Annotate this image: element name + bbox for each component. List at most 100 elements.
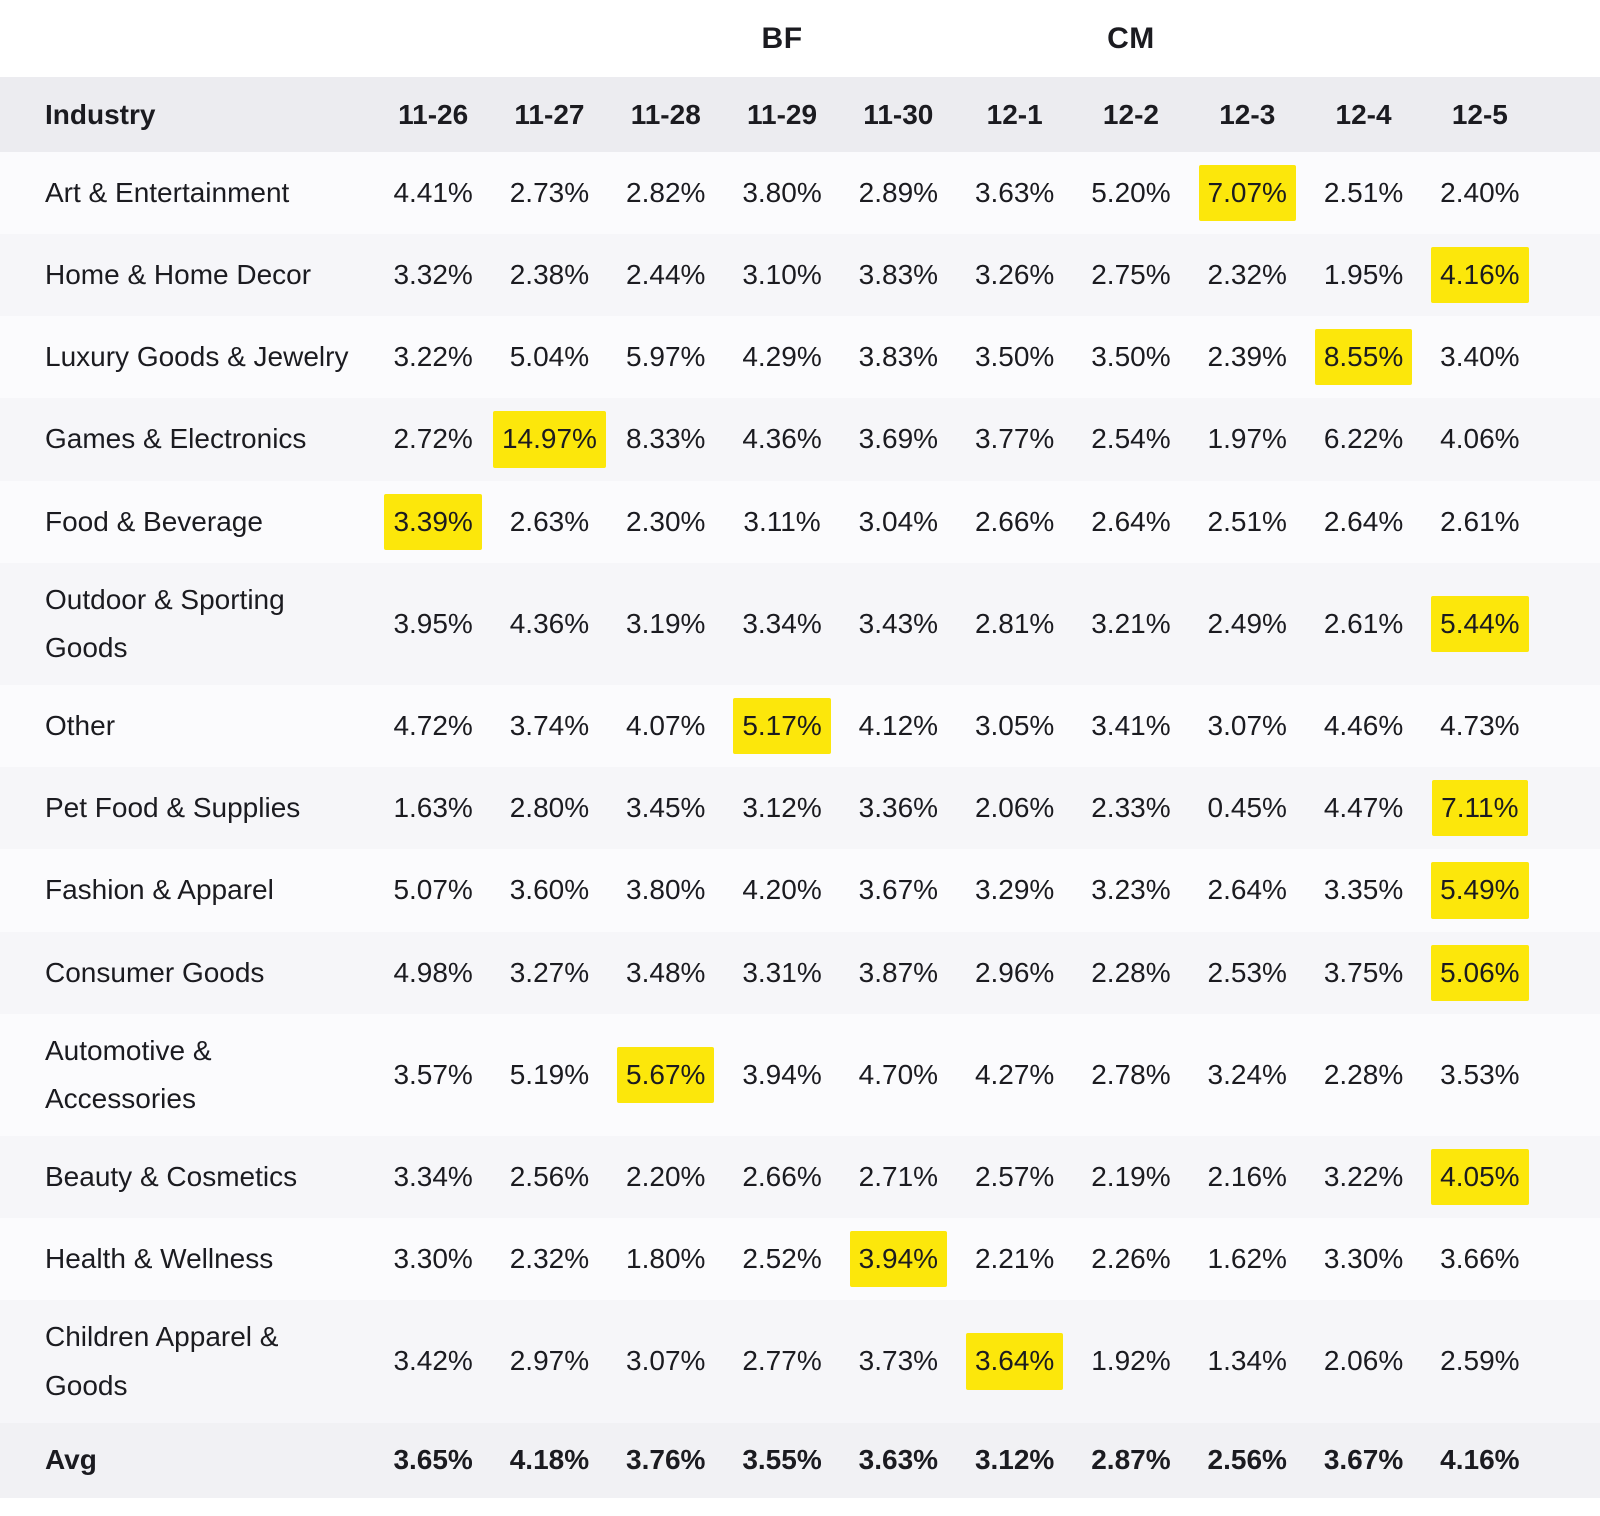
table-row: Fashion & Apparel 5.07% 3.60% 3.80% 4.20% 3.6… xyxy=(0,849,1600,932)
value-cell: 3.48% xyxy=(608,949,724,997)
value-text: 3.12% xyxy=(742,792,822,824)
value-cell: 1.62% xyxy=(1189,1235,1305,1283)
value-text: 4.20% xyxy=(742,874,822,906)
value-cell: 2.61% xyxy=(1305,600,1421,648)
value-text: 3.07% xyxy=(1207,710,1287,742)
value-cell: 2.32% xyxy=(491,1235,607,1283)
industry-cell: Luxury Goods & Jewelry xyxy=(45,341,349,373)
value-text: 3.43% xyxy=(858,607,939,639)
value-text: 3.35% xyxy=(1323,874,1404,906)
value-cell: 2.66% xyxy=(724,1153,840,1201)
value-text: 3.75% xyxy=(1323,956,1404,988)
value-text: 3.53% xyxy=(1440,1058,1520,1090)
highlighted-value: 5.17% xyxy=(733,698,831,755)
value-text: 4.70% xyxy=(858,1058,939,1090)
value-cell: 2.38% xyxy=(491,251,607,299)
value-text: 3.48% xyxy=(626,956,706,988)
value-text: 2.77% xyxy=(742,1345,822,1377)
value-text: 4.12% xyxy=(858,710,939,742)
highlighted-value: 7.07% xyxy=(1198,165,1296,222)
avg-value-cell: 3.63% xyxy=(858,1444,939,1476)
value-cell: 3.83% xyxy=(840,333,956,381)
value-cell: 3.57% xyxy=(375,1051,491,1099)
value-cell: 2.06% xyxy=(1305,1337,1421,1385)
value-text: 2.51% xyxy=(1207,505,1287,537)
date-column-header: 12-5 xyxy=(1451,98,1508,130)
value-text: 2.80% xyxy=(509,792,590,824)
value-cell: 8.33% xyxy=(608,415,724,463)
value-cell: 3.19% xyxy=(608,600,724,648)
table-row: Children Apparel & Goods 3.42% 2.97% 3.07% 2… xyxy=(0,1300,1600,1423)
value-cell: 3.50% xyxy=(1073,333,1189,381)
value-text: 1.34% xyxy=(1207,1345,1287,1377)
value-cell: 3.73% xyxy=(840,1337,956,1385)
value-cell: 4.16% xyxy=(1422,247,1538,304)
value-cell: 2.19% xyxy=(1073,1153,1189,1201)
value-text: 2.54% xyxy=(1091,423,1171,455)
value-text: 2.59% xyxy=(1440,1345,1520,1377)
value-text: 2.96% xyxy=(974,956,1055,988)
avg-row-label: Avg xyxy=(45,1444,97,1476)
value-text: 3.24% xyxy=(1207,1058,1287,1090)
value-cell: 3.75% xyxy=(1305,949,1421,997)
table-row: Games & Electronics 2.72% 14.97% 8.33% 4.36%… xyxy=(0,398,1600,481)
value-text: 2.64% xyxy=(1207,874,1287,906)
industry-cell: Other xyxy=(45,710,116,742)
value-cell: 2.20% xyxy=(608,1153,724,1201)
value-text: 3.66% xyxy=(1440,1243,1520,1275)
value-cell: 5.20% xyxy=(1073,169,1189,217)
value-cell: 3.94% xyxy=(840,1231,956,1288)
value-text: 2.63% xyxy=(509,505,590,537)
value-text: 2.06% xyxy=(974,792,1055,824)
value-cell: 3.35% xyxy=(1305,866,1421,914)
table-row: Other 4.72% 3.74% 4.07% 5.17% 4.12% 3.05% 3.41%… xyxy=(0,685,1600,768)
value-text: 2.75% xyxy=(1091,259,1171,291)
value-cell: 2.63% xyxy=(491,498,607,546)
value-cell: 3.30% xyxy=(1305,1235,1421,1283)
value-text: 2.64% xyxy=(1323,505,1404,537)
value-cell: 4.05% xyxy=(1422,1149,1538,1206)
value-text: 4.98% xyxy=(393,956,473,988)
value-text: 3.30% xyxy=(393,1243,473,1275)
value-text: 3.27% xyxy=(509,956,590,988)
value-cell: 3.41% xyxy=(1073,702,1189,750)
value-text: 3.60% xyxy=(509,874,590,906)
value-cell: 3.64% xyxy=(957,1333,1073,1390)
value-cell: 4.70% xyxy=(840,1051,956,1099)
value-cell: 2.32% xyxy=(1189,251,1305,299)
value-cell: 3.04% xyxy=(840,498,956,546)
value-cell: 3.36% xyxy=(840,784,956,832)
value-cell: 3.39% xyxy=(375,493,491,550)
value-text: 3.50% xyxy=(974,341,1055,373)
value-cell: 4.73% xyxy=(1422,702,1538,750)
value-text: 2.66% xyxy=(974,505,1055,537)
value-cell: 3.69% xyxy=(840,415,956,463)
value-text: 2.28% xyxy=(1323,1058,1404,1090)
value-cell: 2.28% xyxy=(1073,949,1189,997)
value-text: 2.82% xyxy=(626,177,706,208)
value-cell: 1.34% xyxy=(1189,1337,1305,1385)
table-row: Automotive & Accessories 3.57% 5.19% 5.67% 3… xyxy=(0,1013,1600,1137)
value-cell: 3.83% xyxy=(840,251,956,299)
value-cell: 2.33% xyxy=(1073,784,1189,832)
value-cell: 5.19% xyxy=(491,1051,607,1099)
value-cell: 2.53% xyxy=(1189,949,1305,997)
value-text: 3.34% xyxy=(393,1161,473,1193)
date-column-header: 12-1 xyxy=(986,98,1043,130)
value-cell: 6.22% xyxy=(1305,415,1421,463)
value-text: 3.67% xyxy=(858,874,939,906)
value-cell: 3.42% xyxy=(375,1337,491,1385)
value-cell: 5.17% xyxy=(724,698,840,755)
value-cell: 2.64% xyxy=(1189,866,1305,914)
value-cell: 3.07% xyxy=(608,1337,724,1385)
value-cell: 2.49% xyxy=(1189,600,1305,648)
value-text: 3.63% xyxy=(974,177,1055,208)
avg-value-cell: 2.87% xyxy=(1091,1444,1171,1476)
value-text: 3.23% xyxy=(1091,874,1171,906)
highlighted-value: 5.49% xyxy=(1431,862,1529,919)
value-text: 1.80% xyxy=(626,1243,706,1275)
date-column-header: 11-26 xyxy=(398,98,469,130)
value-text: 2.38% xyxy=(509,259,590,291)
value-cell: 2.26% xyxy=(1073,1235,1189,1283)
